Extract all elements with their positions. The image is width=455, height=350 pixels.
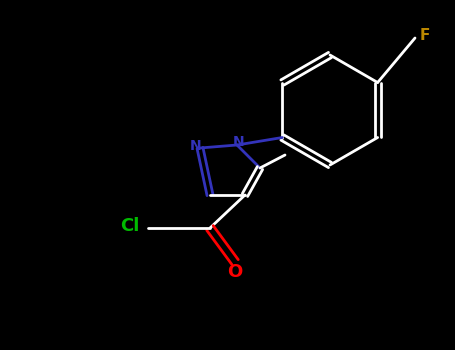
Text: Cl: Cl (120, 217, 140, 235)
Text: N: N (233, 135, 245, 149)
Text: F: F (420, 28, 430, 42)
Text: N: N (190, 139, 202, 153)
Text: O: O (228, 263, 243, 281)
